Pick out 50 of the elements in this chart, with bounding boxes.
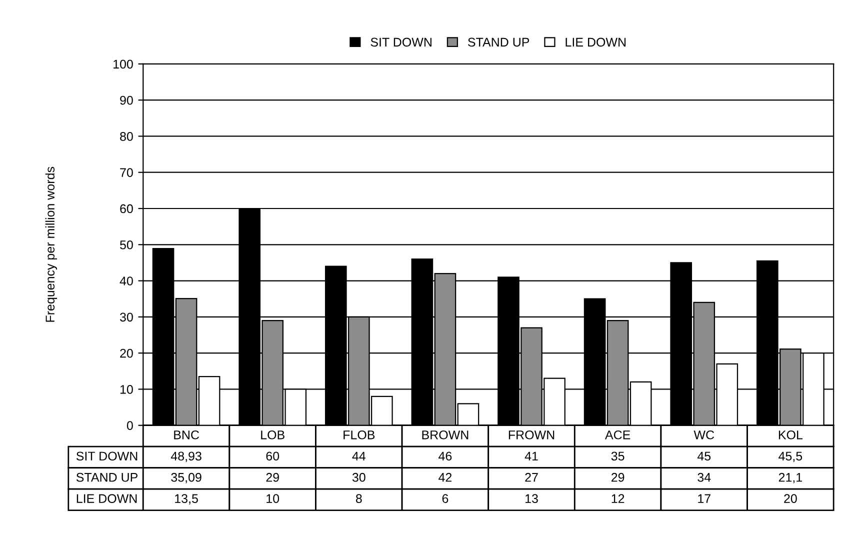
- y-tick-label: 50: [120, 240, 133, 250]
- data-label: 12: [612, 494, 624, 503]
- text: SIT DOWN: [76, 452, 138, 461]
- legend-label: STAND UP: [468, 38, 530, 47]
- x-tick-label: WC: [694, 430, 714, 440]
- data-label: 45: [697, 452, 711, 461]
- y-axis-title: Frequency per million words: [45, 166, 58, 322]
- y-tick-label: 80: [120, 132, 133, 141]
- data-label: 17: [698, 494, 710, 503]
- legend-label: LIE DOWN: [566, 38, 626, 47]
- data-label: 60: [266, 452, 280, 461]
- x-tick-label: BROWN: [422, 430, 468, 440]
- legend-label: SIT DOWN: [370, 38, 432, 47]
- data-label: 13: [526, 494, 538, 504]
- data-label: 13,5: [175, 494, 198, 504]
- y-tick-label: 40: [120, 276, 133, 286]
- x-tick-label: KOL: [778, 430, 803, 440]
- data-label: 48,93: [170, 452, 202, 462]
- data-label: 8: [356, 494, 362, 504]
- y-tick-label: 100: [114, 60, 133, 69]
- y-tick-label: 10: [120, 385, 133, 394]
- data-label: 29: [266, 472, 279, 482]
- y-tick-label: 90: [120, 96, 133, 105]
- y-tick-label: 60: [120, 204, 133, 214]
- data-label: 20: [784, 494, 797, 504]
- y-tick-label: 20: [120, 348, 133, 358]
- data-label: 6: [442, 494, 448, 504]
- data-label: 42: [438, 472, 452, 482]
- data-label: 46: [438, 452, 452, 461]
- data-label: 35,09: [171, 472, 202, 484]
- y-tick-label: 0: [126, 421, 133, 430]
- y-tick-label: 70: [120, 168, 133, 178]
- data-label: 27: [525, 472, 538, 482]
- data-label: 35: [611, 452, 624, 461]
- data-label: 34: [698, 472, 711, 482]
- x-tick-label: FROWN: [508, 430, 554, 440]
- text: LIE DOWN: [76, 494, 137, 504]
- data-label: 44: [352, 452, 366, 460]
- x-tick-label: BNC: [174, 430, 200, 440]
- data-label: 10: [266, 494, 280, 504]
- data-label: 41: [524, 452, 538, 460]
- y-tick-label: 30: [120, 312, 133, 322]
- data-label: 21,1: [778, 472, 802, 484]
- x-tick-label: LOB: [261, 430, 284, 440]
- data-label: 45,5: [778, 452, 802, 462]
- data-label: 30: [352, 472, 366, 482]
- data-label: 29: [611, 472, 624, 482]
- text: STAND UP: [76, 472, 138, 482]
- x-tick-label: ACE: [604, 430, 630, 440]
- x-tick-label: FLOB: [344, 430, 375, 440]
